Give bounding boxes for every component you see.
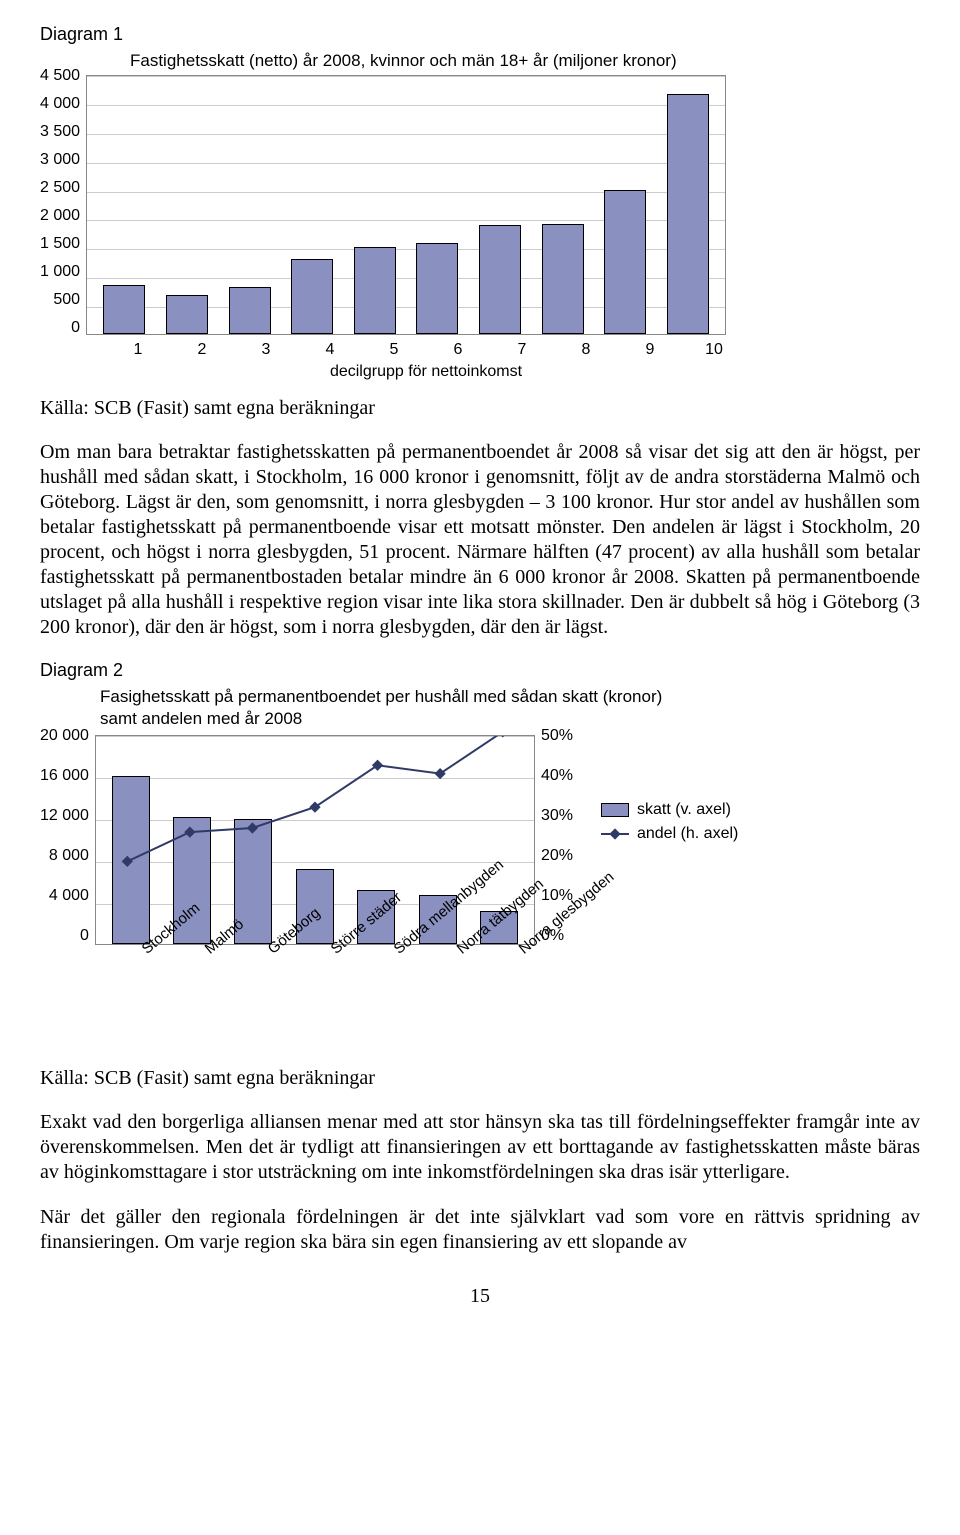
bar (103, 285, 145, 334)
diagram2-legend: skatt (v. axel) andel (h. axel) (601, 795, 738, 849)
diagram1-chart: 4 5004 0003 5003 0002 5002 0001 5001 000… (40, 75, 920, 337)
diagram1-x-axis: 12345678910 (106, 341, 746, 359)
diagram1-y-axis: 4 5004 0003 5003 0002 5002 0001 5001 000… (40, 67, 86, 337)
legend-line-row: andel (h. axel) (601, 825, 738, 843)
diagram2-subtitle: Fasighetsskatt på permanentboendet per h… (100, 687, 920, 707)
diagram2-title: Diagram 2 (40, 660, 920, 681)
legend-line-swatch (601, 833, 629, 835)
bar (354, 247, 396, 334)
bar (112, 776, 150, 944)
diagram2-x-axis: StockholmMalmöGöteborgStörre städerSödra… (100, 951, 540, 1051)
bar (542, 224, 584, 334)
bar (604, 190, 646, 334)
bar (166, 295, 208, 334)
paragraph-2: Exakt vad den borgerliga alliansen menar… (40, 1110, 920, 1185)
diagram2-chart: 20 00016 00012 0008 0004 0000 50%40%30%2… (40, 735, 920, 945)
bar (229, 287, 271, 334)
diagram1-bars (87, 76, 725, 334)
bar (479, 225, 521, 334)
legend-bar-label: skatt (v. axel) (637, 801, 731, 819)
diagram2-y-axis-left: 20 00016 00012 0008 0004 0000 (40, 727, 95, 945)
diagram1-title: Diagram 1 (40, 24, 920, 45)
bar (667, 94, 709, 334)
bar (416, 243, 458, 334)
paragraph-3: När det gäller den regionala fördelninge… (40, 1205, 920, 1255)
paragraph-1: Om man bara betraktar fastighetsskatten … (40, 440, 920, 640)
legend-line-label: andel (h. axel) (637, 825, 738, 843)
diagram1-source: Källa: SCB (Fasit) samt egna beräkningar (40, 397, 920, 420)
diagram1-plot (86, 75, 726, 335)
legend-bar-row: skatt (v. axel) (601, 801, 738, 819)
page-number: 15 (40, 1285, 920, 1308)
diagram2-source: Källa: SCB (Fasit) samt egna beräkningar (40, 1067, 920, 1090)
diagram1-subtitle: Fastighetsskatt (netto) år 2008, kvinnor… (130, 51, 920, 71)
bar (291, 259, 333, 334)
diagram1-xlabel: decilgrupp för nettoinkomst (106, 363, 746, 381)
legend-bar-swatch (601, 803, 629, 817)
diagram2-subline: samt andelen med år 2008 (100, 709, 920, 729)
